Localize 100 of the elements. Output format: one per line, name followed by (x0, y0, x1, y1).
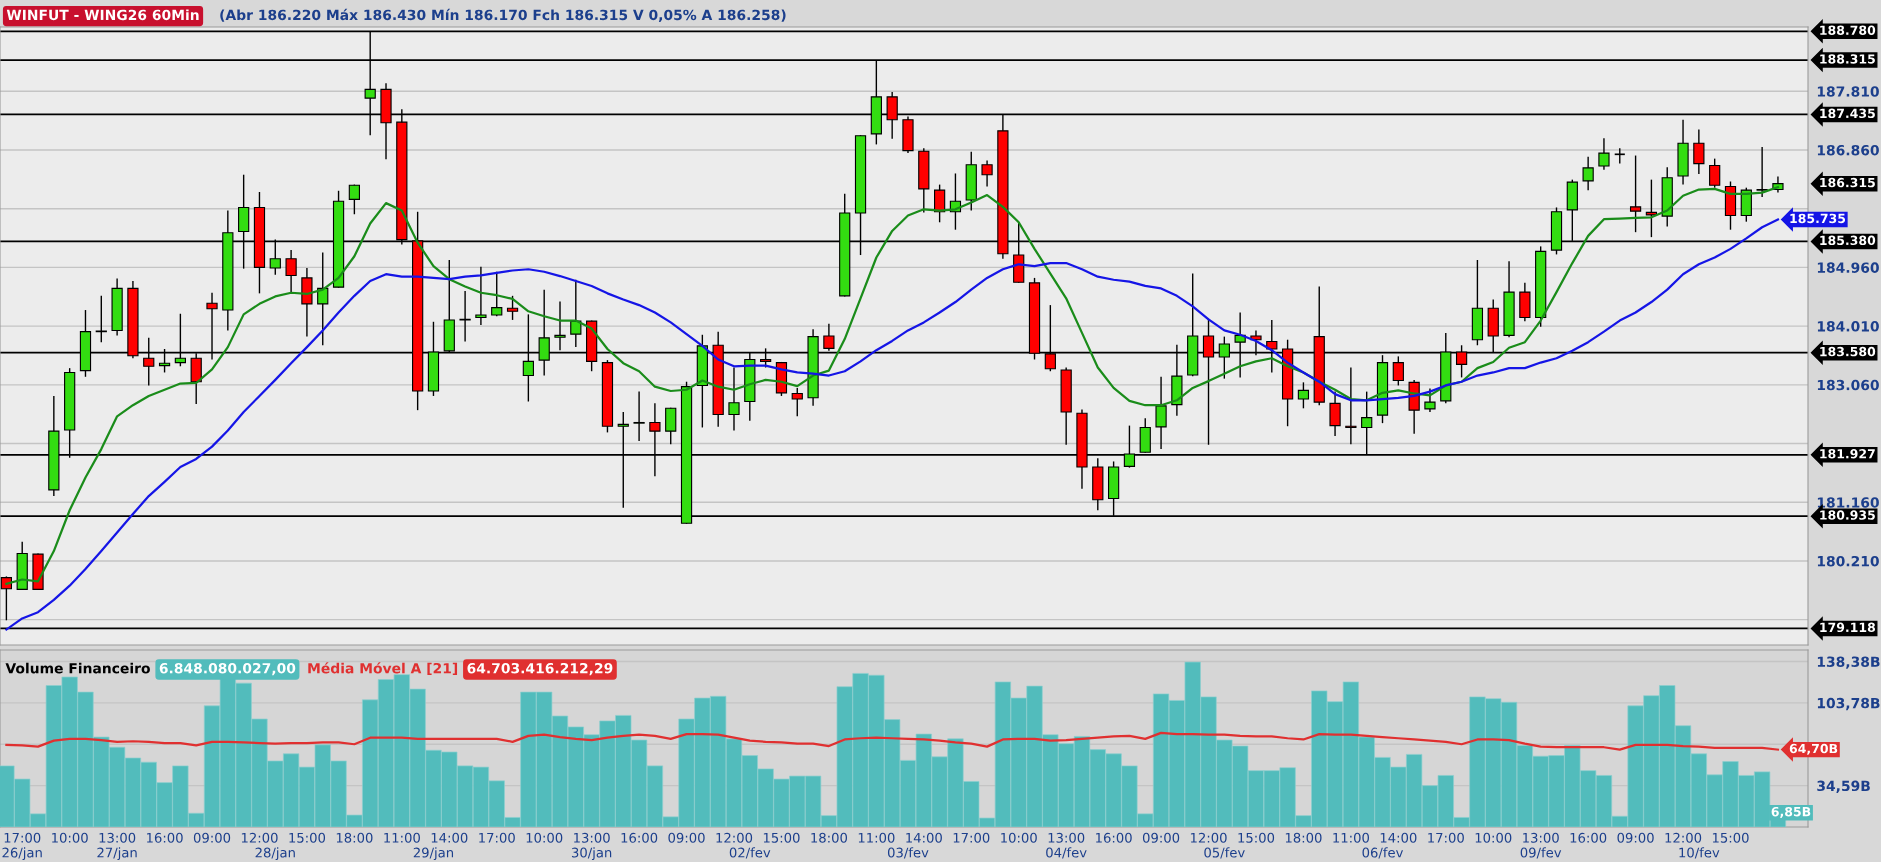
x-tick-label: 09:00 (668, 832, 705, 843)
x-tick-label: 15:00 (1712, 832, 1749, 843)
candlestick (633, 390, 645, 442)
text: 186.315 (1820, 177, 1875, 188)
x-tick-label: 09:00 (193, 832, 231, 843)
ref-line-label: 187.435 (1820, 108, 1875, 119)
x-tick-label: 18:00 (811, 832, 848, 843)
ref-line-label: 185.380 (1820, 235, 1876, 246)
candlestick (1756, 146, 1768, 198)
y-tick-label: 34,59B (1817, 780, 1870, 793)
x-tick-label: 18:00 (1285, 832, 1322, 843)
candlestick (1392, 355, 1404, 387)
candlestick (1709, 157, 1721, 189)
candlestick (1345, 366, 1357, 445)
x-tick-label: 03/fev (887, 847, 929, 859)
x-tick-label: 15:00 (1238, 832, 1275, 843)
y-tick-label: 186.860 (1817, 144, 1879, 156)
candlestick (348, 183, 360, 215)
candlestick (317, 251, 329, 346)
ref-line-label: 188.315 (1820, 54, 1875, 64)
candlestick (1598, 137, 1610, 171)
x-tick-label: 17:00 (953, 832, 990, 843)
x-tick-label: 14:00 (906, 832, 942, 843)
annotation: 64.703.416.212,29 (467, 662, 613, 676)
line-series (5, 731, 1780, 751)
x-tick-label: 14:00 (431, 832, 468, 843)
candlestick (791, 387, 803, 418)
x-tick-label: 16:00 (1096, 832, 1132, 843)
candlestick (1693, 128, 1705, 175)
x-tick-label: 10:00 (1475, 832, 1512, 843)
x-tick-label: 12:00 (716, 832, 753, 843)
x-tick-label: 12:00 (1190, 832, 1227, 843)
candlestick (665, 406, 677, 445)
y-tick-label: 103,78B (1817, 697, 1880, 711)
candlestick (981, 159, 993, 188)
x-tick-label: 13:00 09/fev (1520, 832, 1562, 859)
candlestick (1582, 156, 1594, 191)
x-tick-label: 16:00 (147, 832, 183, 843)
x-tick-label: 18:00 (336, 832, 373, 843)
chart-subtitle: (Abr 186.220 Máx 186.430 Mín 186.170 Fch 186.315 V 0,05% A 186.258) (220, 8, 786, 22)
x-tick-label: 13:00 27/jan (97, 832, 137, 861)
x-tick-label: 28/jan (255, 847, 295, 861)
x-tick-label: 29/jan (413, 847, 454, 861)
annotation: 6.848.080.027,00 (159, 662, 296, 676)
data-label: 64,70B (1789, 743, 1838, 755)
x-tick-label: 10:00 (526, 832, 563, 843)
ref-line-label: 188.780 (1820, 25, 1876, 35)
ref-line-label: 180.935 (1820, 510, 1875, 520)
ref-line-label: 179.118 (1820, 622, 1876, 633)
x-tick-label: 09:00 (1142, 832, 1180, 843)
x-tick-label: 17:00 (479, 832, 515, 843)
text: Média Móvel A [21] (308, 662, 458, 676)
candlestick (554, 300, 566, 351)
y-tick-label: 184.010 (1817, 321, 1879, 332)
y-tick-label: 184.960 (1817, 262, 1879, 273)
candlestick (1645, 178, 1658, 238)
ref-line-label: 183.580 (1820, 346, 1876, 357)
candlestick (728, 366, 740, 432)
x-tick-label: 15:00 (763, 832, 800, 843)
candlestick (95, 295, 107, 343)
x-tick-label: 11:00 (1333, 832, 1370, 843)
y-tick-label: 180.210 (1817, 555, 1879, 567)
x-tick-label: 09:00 (1617, 832, 1654, 843)
x-tick-label: 05/fev (1204, 847, 1245, 859)
x-tick-label: 17:00 (1428, 832, 1464, 843)
x-tick-label: 10:00 (1001, 832, 1037, 843)
x-tick-label: 12:00 (1665, 832, 1702, 843)
data-label: 6,85B (1771, 806, 1811, 818)
x-tick-label: 12:00 (241, 832, 278, 843)
x-tick-label: 17:00 26/jan (2, 832, 42, 861)
x-tick-label: 13:00 04/fev (1046, 832, 1087, 859)
data-label: 185.735 (1790, 213, 1846, 224)
x-tick-label: 14:00 (1380, 832, 1417, 843)
candlestick (1297, 381, 1310, 410)
y-tick-label: 187.810 (1817, 86, 1879, 97)
candlestick (570, 279, 582, 348)
x-tick-label: 02/fev (729, 847, 771, 859)
x-tick-label: 13:00 30/jan (571, 832, 612, 861)
x-tick-label: 10/fev (1679, 847, 1720, 859)
x-tick-label: 10:00 (52, 832, 88, 843)
y-tick-label: 181.160 (1817, 497, 1879, 508)
candlestick (1424, 387, 1436, 413)
candlestick (1329, 390, 1341, 437)
x-tick-label: 06/fev (1362, 847, 1404, 859)
x-tick-label: 16:00 (1570, 832, 1607, 843)
candlestick (459, 290, 471, 343)
line-series (5, 218, 1780, 631)
candlestick (1155, 376, 1167, 450)
y-tick-label: 183.060 (1817, 379, 1879, 391)
series-label: Volume Financeiro (5, 662, 150, 674)
x-tick-label: 11:00 (858, 832, 895, 843)
x-tick-label: 15:00 (289, 832, 326, 843)
ref-line-label: 181.927 (1820, 449, 1875, 459)
candlestick (475, 266, 487, 326)
x-tick-label: 16:00 (621, 832, 658, 843)
y-tick-label: 138,38B (1817, 656, 1880, 669)
candlestick (285, 249, 297, 295)
chart-title: WINFUT - WING26 60Min (6, 9, 199, 21)
x-tick-label: 11:00 (384, 832, 420, 843)
candlestick (506, 295, 519, 321)
